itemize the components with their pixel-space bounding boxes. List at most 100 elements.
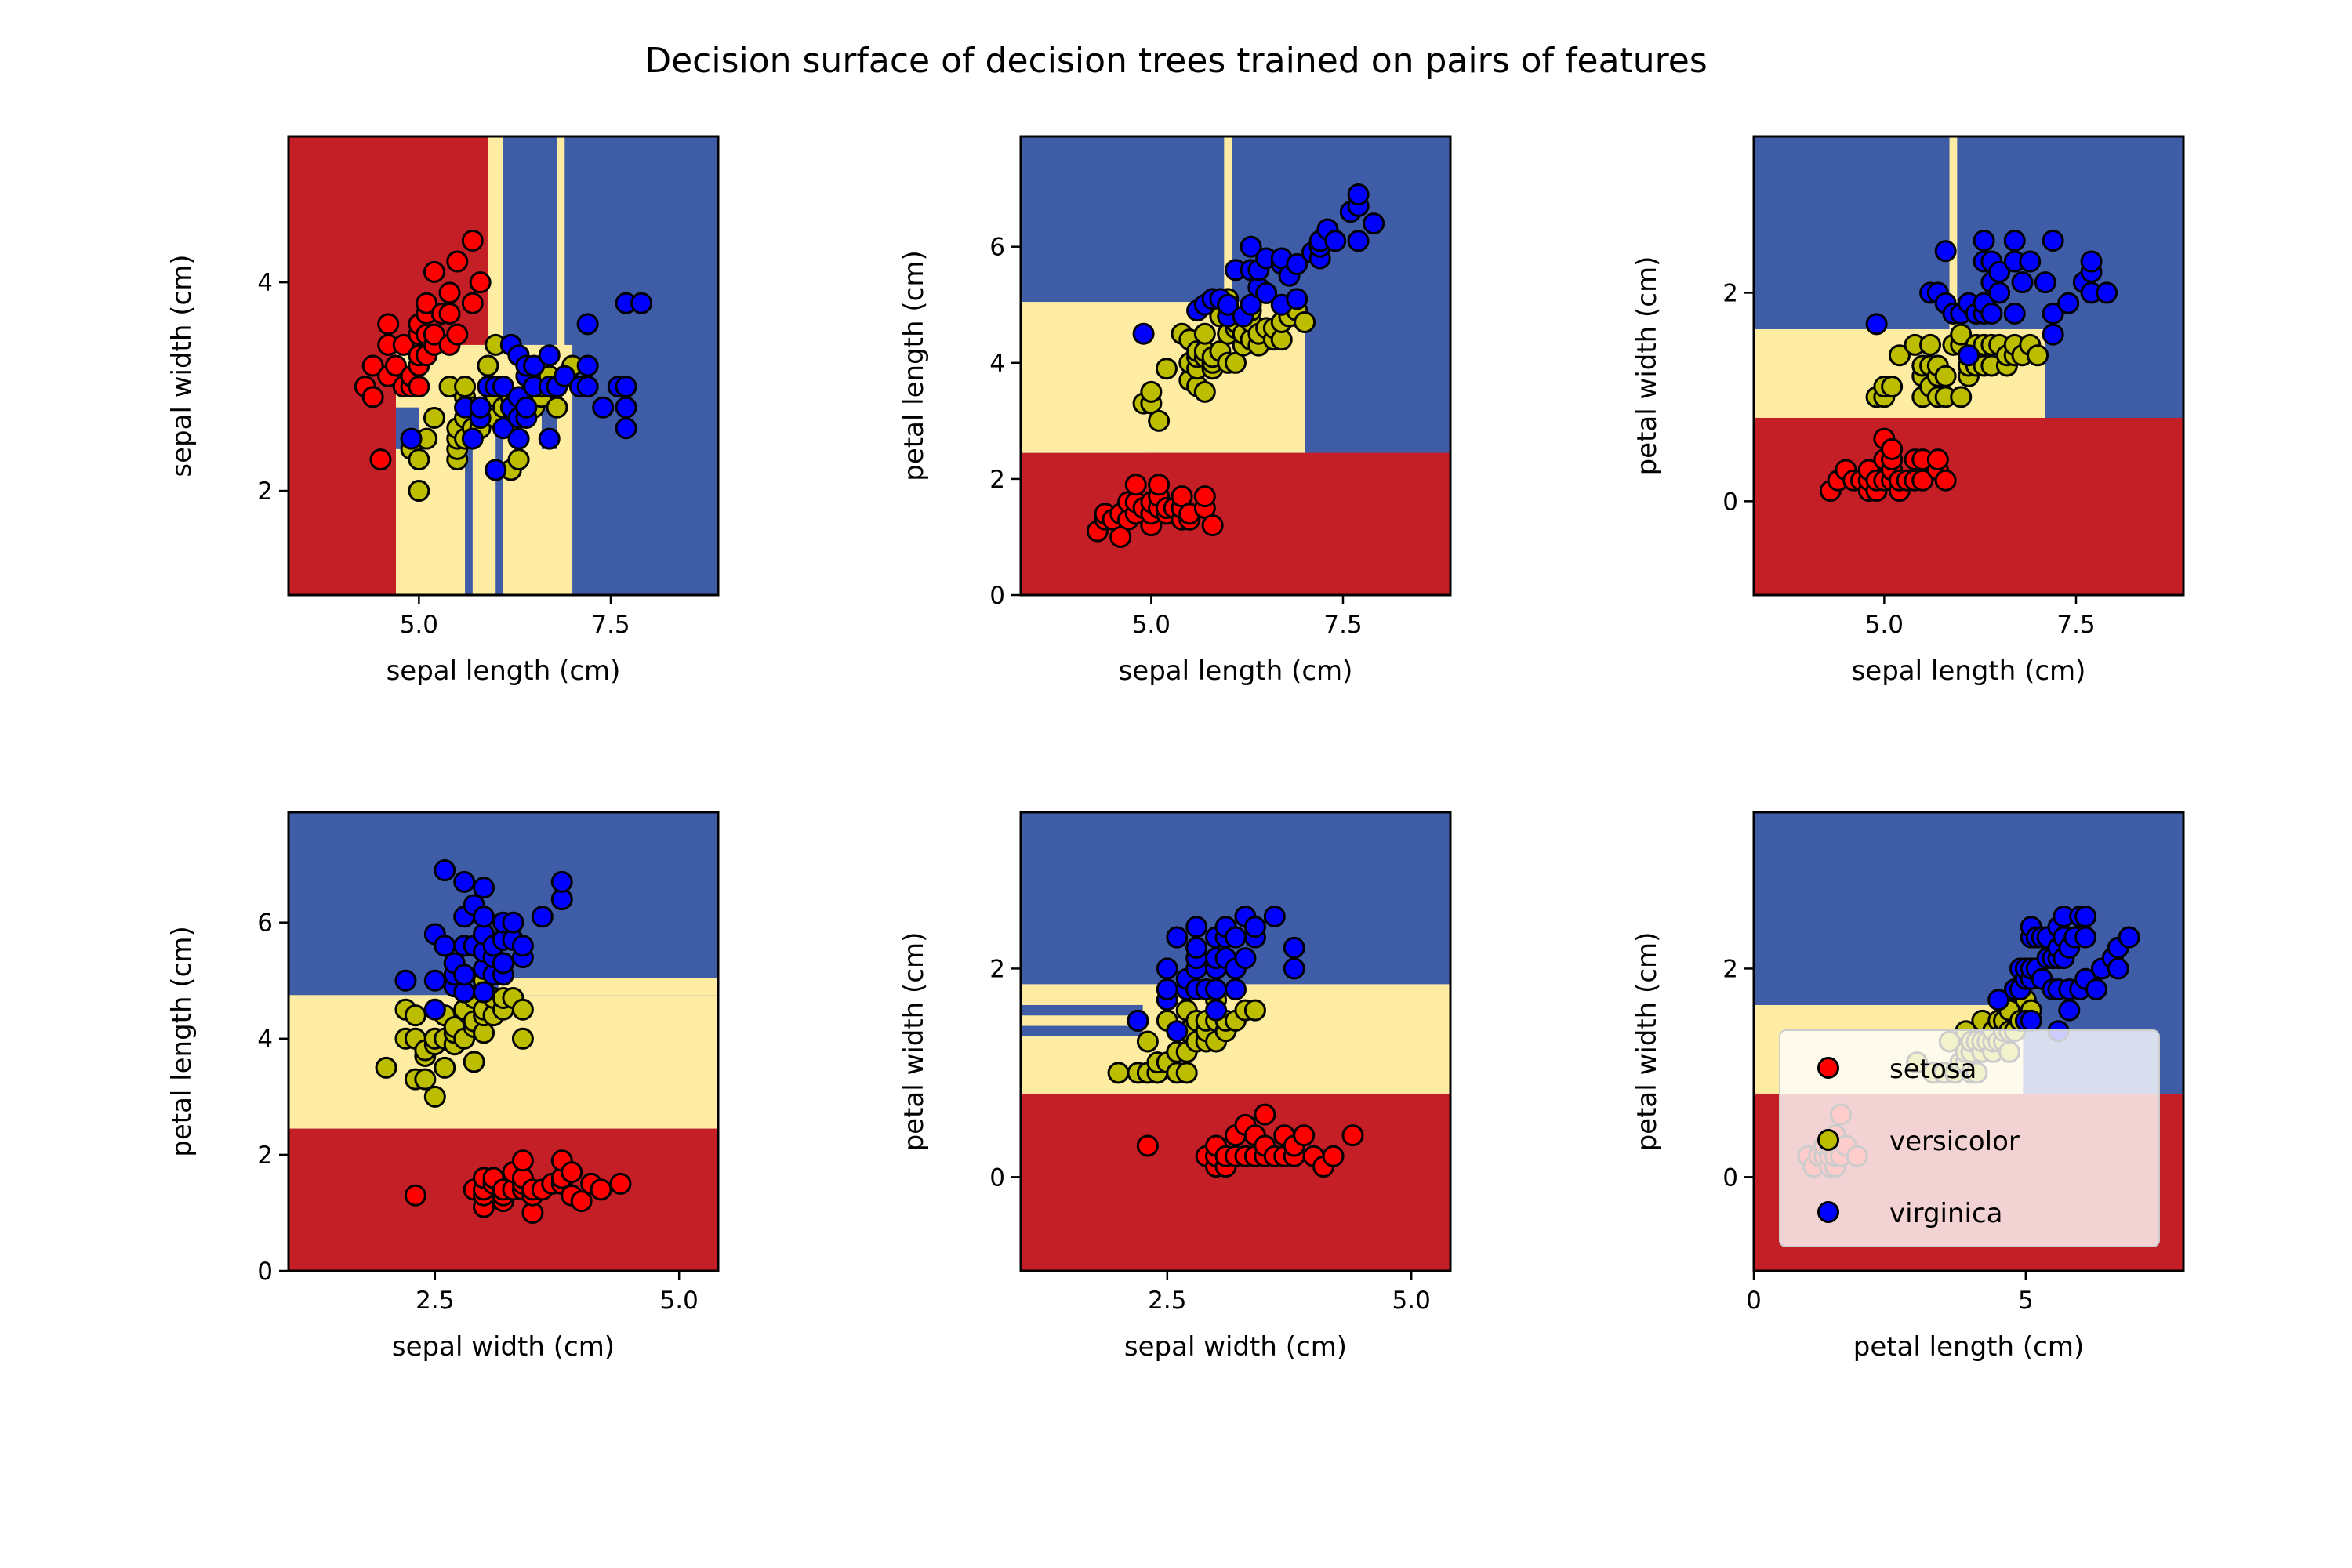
point-virginica xyxy=(2020,1009,2042,1032)
y-tick-label: 2 xyxy=(1722,955,1738,983)
point-versicolor xyxy=(1243,999,1266,1022)
y-tick-label: 0 xyxy=(989,582,1005,610)
point-virginica xyxy=(2042,229,2064,252)
point-versicolor xyxy=(408,448,430,471)
point-setosa xyxy=(469,271,492,294)
point-virginica xyxy=(576,313,599,336)
point-virginica xyxy=(576,376,599,398)
point-versicolor xyxy=(434,1056,456,1079)
point-setosa xyxy=(609,1172,632,1195)
scatter-points xyxy=(1086,183,1385,548)
point-virginica xyxy=(1156,957,1178,980)
point-virginica xyxy=(615,417,637,440)
axes-frame xyxy=(1019,135,1452,597)
point-versicolor xyxy=(2027,344,2049,367)
x-tick-label: 5.0 xyxy=(1865,611,1904,639)
point-setosa xyxy=(1109,525,1132,548)
axes-frame xyxy=(287,135,720,597)
legend-marker-setosa xyxy=(1817,1057,1839,1079)
point-versicolor xyxy=(414,1068,437,1091)
x-tick-label: 5.0 xyxy=(1392,1287,1431,1315)
point-virginica xyxy=(1283,957,1305,980)
point-virginica xyxy=(461,427,484,450)
point-versicolor xyxy=(423,1085,446,1108)
point-setosa xyxy=(1293,1124,1316,1147)
point-virginica xyxy=(1127,1009,1149,1032)
x-tick-label: 5.0 xyxy=(660,1287,699,1315)
point-versicolor xyxy=(463,1051,485,1073)
point-versicolor xyxy=(1950,323,1973,346)
subplot-4: 2.5 5.0 0 2 4 6 sepal width (cm) petal length (… xyxy=(166,811,720,1363)
point-virginica xyxy=(2118,926,2140,949)
axes-frame xyxy=(287,811,720,1272)
point-virginica xyxy=(1225,978,1247,1001)
subplots: 5.0 7.5 2 4 sepal length (cm) sepal width (cm… xyxy=(166,135,2185,1363)
legend-label-versicolor: versicolor xyxy=(1889,1126,2020,1157)
point-setosa xyxy=(461,292,484,314)
point-virginica xyxy=(554,365,576,387)
point-virginica xyxy=(531,906,554,928)
point-virginica xyxy=(423,998,446,1021)
point-virginica xyxy=(1865,313,1888,336)
subplot-2: 5.0 7.5 0 2 4 6 sepal length (cm) petal length … xyxy=(898,135,1452,687)
point-versicolor xyxy=(1136,1030,1159,1053)
point-virginica xyxy=(400,427,423,450)
x-axis-label: sepal length (cm) xyxy=(1119,655,1353,687)
decision-region-versicolor xyxy=(498,978,718,996)
decision-region-versicolor xyxy=(1021,371,1148,453)
x-axis-label: sepal length (cm) xyxy=(387,655,621,687)
point-virginica xyxy=(1987,989,2010,1011)
legend-box xyxy=(1779,1029,2160,1247)
point-versicolor xyxy=(1107,1062,1130,1084)
point-virginica xyxy=(473,906,495,928)
point-virginica xyxy=(1283,936,1305,959)
x-tick-label: 2.5 xyxy=(1148,1287,1186,1315)
point-versicolor xyxy=(1934,365,1957,387)
legend-label-virginica: virginica xyxy=(1889,1198,2003,1229)
point-virginica xyxy=(1243,916,1266,938)
point-virginica xyxy=(2080,250,2103,273)
x-axis-label: sepal width (cm) xyxy=(1124,1331,1347,1363)
point-setosa xyxy=(423,260,445,283)
y-tick-label: 2 xyxy=(989,955,1005,983)
point-versicolor xyxy=(375,1056,397,1079)
point-setosa xyxy=(404,1184,426,1207)
point-virginica xyxy=(2042,323,2064,346)
decision-region-versicolor xyxy=(1021,1015,1143,1026)
point-virginica xyxy=(2003,303,2026,325)
point-virginica xyxy=(1217,293,1240,316)
point-virginica xyxy=(2042,303,2064,325)
point-virginica xyxy=(507,427,530,450)
point-setosa xyxy=(561,1161,583,1184)
point-versicolor xyxy=(404,1004,426,1027)
y-tick-label: 2 xyxy=(1722,279,1738,307)
subplot-1: 5.0 7.5 2 4 sepal length (cm) sepal width (cm… xyxy=(166,135,720,687)
point-versicolor xyxy=(1193,380,1216,403)
point-virginica xyxy=(1347,183,1370,206)
point-virginica xyxy=(492,417,514,440)
point-virginica xyxy=(523,354,546,377)
scatter-points xyxy=(354,229,653,503)
point-setosa xyxy=(570,1190,593,1213)
y-tick-label: 0 xyxy=(1722,488,1738,516)
point-setosa xyxy=(1322,1145,1345,1167)
point-setosa xyxy=(1201,514,1224,537)
point-virginica xyxy=(1185,936,1208,959)
point-setosa xyxy=(1148,474,1171,496)
x-axis-label: petal length (cm) xyxy=(1853,1331,2084,1363)
scatter-points xyxy=(375,859,632,1224)
axes-frame xyxy=(1752,135,2185,597)
legend-label-setosa: setosa xyxy=(1889,1054,1976,1085)
point-virginica xyxy=(1132,322,1155,345)
legend: setosa versicolor virginica xyxy=(1779,1029,2160,1247)
x-tick-label: 0 xyxy=(1746,1287,1762,1315)
point-virginica xyxy=(615,396,637,419)
x-tick-label: 5.0 xyxy=(1132,611,1171,639)
point-versicolor xyxy=(1175,1062,1198,1084)
point-setosa xyxy=(590,1178,612,1201)
decision-region-versicolor xyxy=(1949,136,1958,329)
point-setosa xyxy=(438,281,461,304)
y-axis-label: petal length (cm) xyxy=(166,926,198,1156)
point-virginica xyxy=(592,396,615,419)
